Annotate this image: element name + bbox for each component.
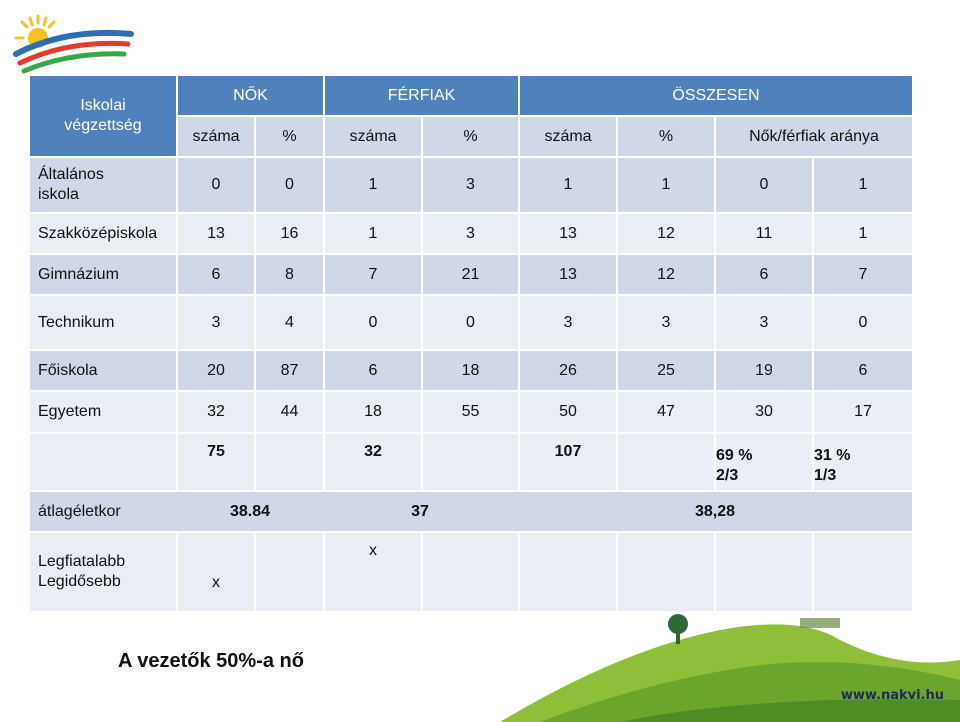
empty-cell: [256, 533, 323, 611]
total-women: 75: [178, 434, 254, 490]
table-cell: 17: [814, 392, 912, 432]
table-cell: 0: [814, 296, 912, 349]
total-men: 32: [325, 434, 421, 490]
table-cell: 13: [520, 214, 616, 253]
table-cell: 0: [256, 158, 323, 212]
table-cell: 3: [520, 296, 616, 349]
table-cell: 7: [814, 255, 912, 294]
row-label: Egyetem: [30, 392, 176, 432]
sun-icon: [14, 14, 56, 48]
empty-cell: [423, 533, 518, 611]
totals-empty: [256, 434, 323, 490]
header-education-level: Iskolai végzettség: [30, 76, 176, 156]
subheader-women-pct: %: [256, 117, 323, 156]
table-cell: 1: [814, 158, 912, 212]
subheader-women-count: száma: [178, 117, 254, 156]
table-cell: 1: [325, 214, 421, 253]
empty-cell: [716, 533, 812, 611]
avg-age-row-bg: [30, 492, 912, 531]
row-label: Gimnázium: [30, 255, 176, 294]
table-cell: 3: [423, 158, 518, 212]
table-cell: 12: [618, 214, 714, 253]
subheader-men-count: száma: [325, 117, 421, 156]
youngest-oldest-women: x: [178, 533, 254, 611]
row-label-filler: [140, 158, 176, 212]
table-cell: 18: [423, 351, 518, 390]
table-cell: 32: [178, 392, 254, 432]
education-table: Iskolai végzettség NŐK FÉRFIAK ÖSSZESEN …: [30, 76, 912, 611]
table-cell: 1: [814, 214, 912, 253]
table-cell: 1: [618, 158, 714, 212]
table-cell: 20: [178, 351, 254, 390]
table-cell: 1: [520, 158, 616, 212]
table-cell: 0: [325, 296, 421, 349]
table-cell: 0: [423, 296, 518, 349]
table-cell: 3: [618, 296, 714, 349]
women-ratio: 69 % 2/3: [716, 434, 812, 490]
nakvi-logo: [13, 14, 134, 74]
table-cell: 44: [256, 392, 323, 432]
table-cell: 13: [520, 255, 616, 294]
table-cell: 6: [814, 351, 912, 390]
table-cell: 50: [520, 392, 616, 432]
youngest-oldest-label: Legfiatalabb Legidősebb: [30, 533, 176, 611]
row-label: Technikum: [30, 296, 176, 349]
table-cell: 3: [178, 296, 254, 349]
totals-label: [30, 434, 176, 490]
avg-age-women: 38.84: [229, 502, 271, 520]
men-ratio: 31 % 1/3: [814, 434, 912, 490]
leaders-note: A vezetők 50%-a nő: [118, 650, 304, 672]
avg-age-all: 38,28: [694, 502, 736, 520]
table-cell: 1: [325, 158, 421, 212]
table-cell: 6: [325, 351, 421, 390]
table-cell: 12: [618, 255, 714, 294]
table-cell: 18: [325, 392, 421, 432]
totals-empty: [618, 434, 714, 490]
table-cell: 30: [716, 392, 812, 432]
total-all: 107: [520, 434, 616, 490]
empty-cell: [520, 533, 616, 611]
subheader-total-count: száma: [520, 117, 616, 156]
header-total: ÖSSZESEN: [520, 76, 912, 115]
row-label: Főiskola: [30, 351, 176, 390]
empty-cell: [618, 533, 714, 611]
table-cell: 16: [256, 214, 323, 253]
table-cell: 13: [178, 214, 254, 253]
website-url[interactable]: www.nakvi.hu: [840, 688, 944, 703]
table-cell: 4: [256, 296, 323, 349]
table-cell: 6: [178, 255, 254, 294]
hills-illustration: [500, 614, 960, 722]
subheader-total-pct: %: [618, 117, 714, 156]
avg-age-men: 37: [411, 502, 429, 520]
table-cell: 7: [325, 255, 421, 294]
table-cell: 0: [716, 158, 812, 212]
table-cell: 26: [520, 351, 616, 390]
subheader-ratio: Nők/férfiak aránya: [716, 117, 912, 156]
table-cell: 8: [256, 255, 323, 294]
table-cell: 0: [178, 158, 254, 212]
table-cell: 6: [716, 255, 812, 294]
header-women: NŐK: [178, 76, 323, 115]
tree-icon: [668, 614, 688, 644]
row-label: Szakközépiskola: [30, 214, 176, 253]
table-cell: 11: [716, 214, 812, 253]
table-cell: 55: [423, 392, 518, 432]
table-cell: 47: [618, 392, 714, 432]
table-cell: 3: [716, 296, 812, 349]
youngest-oldest-men: x: [325, 533, 421, 611]
table-cell: 3: [423, 214, 518, 253]
table-cell: 21: [423, 255, 518, 294]
avg-age-label: átlagéletkor: [38, 502, 121, 520]
table-cell: 25: [618, 351, 714, 390]
table-cell: 87: [256, 351, 323, 390]
row-label: Általános iskola: [30, 158, 140, 212]
header-men: FÉRFIAK: [325, 76, 518, 115]
subheader-men-pct: %: [423, 117, 518, 156]
table-cell: 19: [716, 351, 812, 390]
empty-cell: [814, 533, 912, 611]
totals-empty: [423, 434, 518, 490]
